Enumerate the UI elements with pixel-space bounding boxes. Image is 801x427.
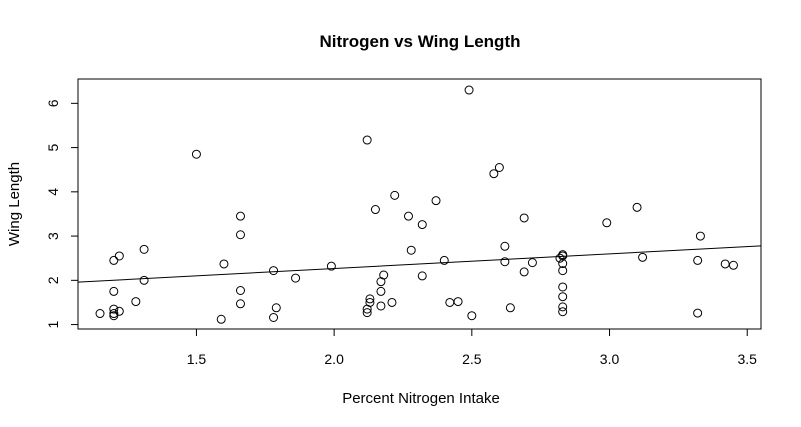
y-tick-label: 1 bbox=[45, 320, 61, 328]
x-tick-label: 2.0 bbox=[324, 351, 344, 367]
data-point bbox=[464, 85, 474, 95]
data-point bbox=[489, 169, 499, 179]
data-point bbox=[445, 297, 455, 307]
data-point bbox=[362, 308, 372, 318]
data-point bbox=[365, 294, 375, 304]
y-axis-label: Wing Length bbox=[6, 162, 23, 246]
data-point bbox=[326, 261, 336, 271]
data-point bbox=[431, 196, 441, 206]
data-point bbox=[291, 273, 301, 283]
x-axis-label: Percent Nitrogen Intake bbox=[342, 390, 500, 407]
data-point bbox=[527, 258, 537, 268]
data-point bbox=[235, 299, 245, 309]
data-point bbox=[376, 301, 386, 311]
y-tick-label: 6 bbox=[45, 99, 61, 107]
data-point bbox=[693, 308, 703, 318]
data-point bbox=[439, 255, 449, 265]
data-point bbox=[638, 252, 648, 262]
data-point bbox=[109, 304, 119, 314]
data-point bbox=[235, 230, 245, 240]
x-tick-label: 3.0 bbox=[600, 351, 620, 367]
chart-title: Nitrogen vs Wing Length bbox=[319, 32, 520, 51]
data-point bbox=[558, 282, 568, 292]
trendline bbox=[77, 245, 762, 283]
data-point bbox=[379, 270, 389, 280]
data-point bbox=[376, 286, 386, 296]
data-point bbox=[417, 220, 427, 230]
y-tick-label: 4 bbox=[45, 188, 61, 196]
data-point bbox=[720, 259, 730, 269]
data-point bbox=[95, 309, 105, 319]
data-point bbox=[558, 266, 568, 276]
data-point bbox=[109, 311, 119, 321]
data-point bbox=[632, 202, 642, 212]
data-point bbox=[494, 162, 504, 172]
y-axis: 1 2 3 4 5 6 bbox=[45, 99, 79, 328]
data-point bbox=[558, 302, 568, 312]
data-point bbox=[558, 259, 568, 269]
data-point bbox=[235, 286, 245, 296]
data-point bbox=[219, 259, 229, 269]
data-point bbox=[387, 297, 397, 307]
data-point bbox=[216, 314, 226, 324]
data-points bbox=[95, 85, 738, 324]
y-tick-label: 5 bbox=[45, 143, 61, 151]
data-point bbox=[269, 266, 279, 276]
data-point bbox=[390, 190, 400, 200]
data-point bbox=[500, 257, 510, 267]
data-point bbox=[693, 255, 703, 265]
x-tick-label: 3.5 bbox=[737, 351, 757, 367]
data-point bbox=[602, 218, 612, 228]
data-point bbox=[365, 297, 375, 307]
plot-area-frame bbox=[77, 78, 762, 330]
data-point bbox=[500, 241, 510, 251]
x-tick-label: 1.5 bbox=[187, 351, 207, 367]
data-point bbox=[558, 307, 568, 317]
data-point bbox=[362, 135, 372, 145]
data-point bbox=[109, 309, 119, 319]
data-point bbox=[519, 267, 529, 277]
data-point bbox=[417, 271, 427, 281]
data-point bbox=[558, 292, 568, 302]
x-tick-label: 2.5 bbox=[462, 351, 482, 367]
data-point bbox=[403, 211, 413, 221]
data-point bbox=[131, 297, 141, 307]
y-tick-label: 2 bbox=[45, 276, 61, 284]
data-point bbox=[114, 306, 124, 316]
data-point bbox=[139, 244, 149, 254]
data-point bbox=[728, 260, 738, 270]
data-point bbox=[139, 275, 149, 285]
data-point bbox=[114, 251, 124, 261]
data-point bbox=[467, 311, 477, 321]
data-point bbox=[109, 286, 119, 296]
data-point bbox=[370, 205, 380, 215]
data-point bbox=[191, 149, 201, 159]
x-axis: 1.5 2.0 2.5 3.0 3.5 bbox=[187, 328, 757, 367]
y-tick-label: 3 bbox=[45, 232, 61, 240]
trendline-layer bbox=[77, 245, 762, 283]
data-point bbox=[271, 303, 281, 313]
data-point bbox=[406, 245, 416, 255]
data-point bbox=[453, 297, 463, 307]
data-point bbox=[109, 255, 119, 265]
data-point bbox=[695, 231, 705, 241]
data-point bbox=[269, 312, 279, 322]
data-point bbox=[235, 211, 245, 221]
data-point bbox=[519, 213, 529, 223]
data-point bbox=[505, 303, 515, 313]
